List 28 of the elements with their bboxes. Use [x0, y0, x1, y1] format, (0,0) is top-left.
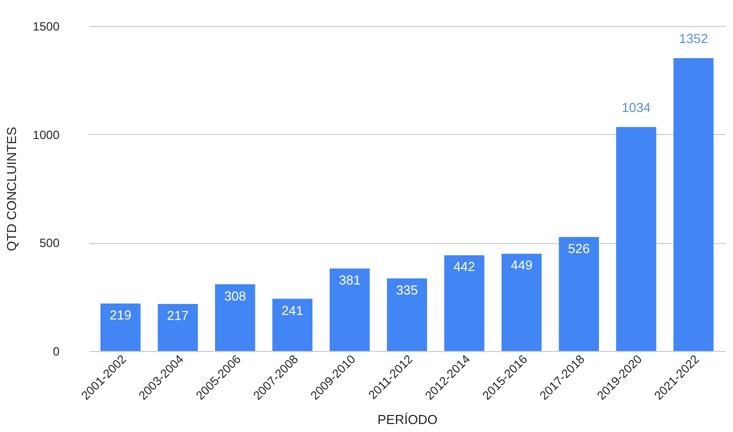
data-label: 219	[110, 308, 132, 323]
y-axis-title: QTD CONCLUINTES	[4, 126, 19, 252]
data-label: 217	[166, 308, 189, 323]
bar	[616, 126, 656, 351]
y-tick-label: 0	[52, 344, 60, 358]
data-label: 308	[224, 288, 246, 304]
data-label: 241	[282, 302, 304, 318]
bar	[386, 278, 428, 351]
bar	[100, 304, 141, 351]
bar	[502, 254, 542, 351]
y-tick-label: 1500	[32, 20, 60, 34]
bar	[330, 268, 370, 351]
data-label: 526	[568, 241, 590, 256]
y-tick-label: 1000	[32, 128, 60, 142]
bar	[558, 237, 599, 351]
data-label: 381	[338, 272, 361, 288]
data-label: 449	[510, 258, 532, 273]
data-label: 335	[396, 282, 418, 298]
bar	[158, 304, 198, 351]
bar	[673, 58, 714, 351]
bar	[215, 284, 256, 351]
bar	[444, 255, 484, 351]
x-axis-title: PERÍODO	[378, 412, 438, 427]
data-label: 442	[453, 259, 476, 274]
bar	[272, 298, 312, 351]
data-label: 1352	[679, 31, 708, 46]
data-label: 1034	[622, 100, 651, 115]
y-tick-label: 500	[39, 236, 60, 250]
